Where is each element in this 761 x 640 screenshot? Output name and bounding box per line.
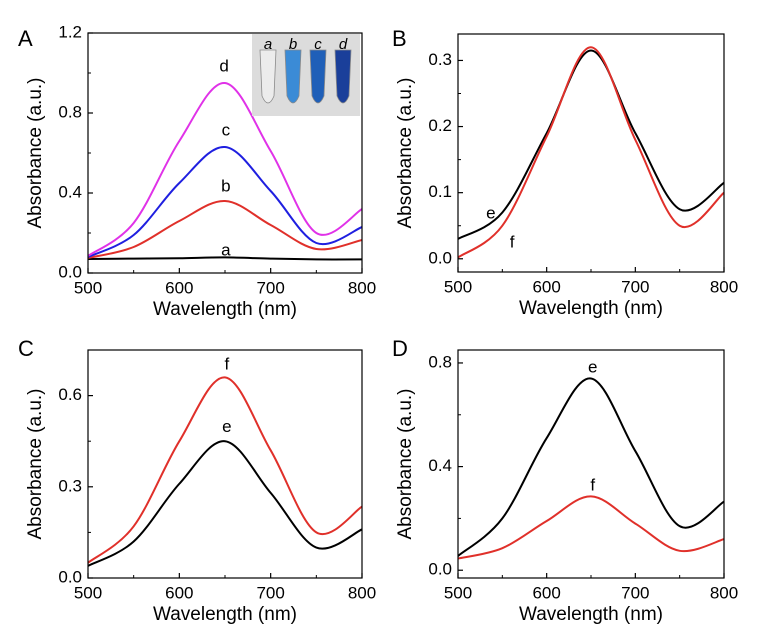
series-line-e <box>458 377 724 557</box>
series-line-b <box>88 199 362 259</box>
x-tick-label: 800 <box>710 277 738 296</box>
x-tick-label: 500 <box>444 277 472 296</box>
y-axis-label: Absorbance (a.u.) <box>395 388 416 539</box>
inset-tube-d <box>334 49 352 104</box>
x-tick-label: 800 <box>348 278 376 297</box>
y-axis-label: Absorbance (a.u.) <box>395 77 416 228</box>
x-tick-label: 700 <box>621 583 649 602</box>
x-axis-label: Wavelength (nm) <box>519 604 663 625</box>
y-tick-label: 0.0 <box>428 560 452 579</box>
inset-label-b: b <box>289 36 297 53</box>
panel-letter: B <box>392 26 407 51</box>
y-tick-label: 0.8 <box>58 102 82 121</box>
series-line-e <box>88 440 362 567</box>
x-axis-label: Wavelength (nm) <box>519 298 663 319</box>
curve-label-f: f <box>510 232 515 251</box>
panel-c: Ce f 500 600 700 800 0.0 0.3 0.6 Wavelength (nm) A… <box>18 336 376 625</box>
curve-label-a: a <box>221 240 231 259</box>
y-tick-label: 0.2 <box>428 116 452 135</box>
inset-tube-c <box>309 49 327 104</box>
series-line-c <box>88 145 362 258</box>
x-axis-label: Wavelength (nm) <box>153 299 297 320</box>
y-tick-label: 0.8 <box>428 352 452 371</box>
inset-label-d: d <box>339 36 348 53</box>
y-tick-label: 0.3 <box>428 50 452 69</box>
x-tick-label: 700 <box>256 278 284 297</box>
y-tick-label: 0.6 <box>58 385 82 404</box>
curve-label-e: e <box>588 358 597 377</box>
x-tick-label: 700 <box>256 583 284 602</box>
curve-label-f: f <box>224 355 229 374</box>
x-tick-label: 600 <box>532 583 560 602</box>
inset-tube-b <box>284 49 302 104</box>
x-tick-label: 600 <box>165 583 193 602</box>
series-line-f <box>458 495 724 560</box>
curve-label-e: e <box>222 417 231 436</box>
inset-label-c: c <box>314 36 322 53</box>
y-tick-label: 0.4 <box>58 182 82 201</box>
x-tick-label: 800 <box>348 583 376 602</box>
curve-label-e: e <box>486 203 495 222</box>
curve-label-d: d <box>219 56 228 75</box>
inset-label-a: a <box>264 36 272 53</box>
series-line-e <box>458 49 724 240</box>
panel-letter: C <box>18 336 34 361</box>
x-tick-label: 800 <box>710 583 738 602</box>
panel-b: Bef 500 600 700 800 0.0 0.1 0.2 0.3 Wavelength (n… <box>392 26 738 319</box>
y-axis-label: Absorbance (a.u.) <box>25 77 46 228</box>
y-tick-label: 0.0 <box>58 567 82 586</box>
x-tick-label: 600 <box>165 278 193 297</box>
series-line-a <box>88 256 362 261</box>
plot-frame <box>87 349 363 579</box>
y-tick-label: 0.4 <box>428 456 452 475</box>
y-axis-label: Absorbance (a.u.) <box>25 388 46 539</box>
plot-frame <box>457 349 725 579</box>
curve-label-f: f <box>590 476 595 495</box>
plot-frame <box>457 33 725 273</box>
y-tick-label: 0.1 <box>428 182 452 201</box>
curve-label-c: c <box>222 120 231 139</box>
x-tick-label: 700 <box>621 277 649 296</box>
inset-tube-a <box>259 49 277 104</box>
x-tick-label: 500 <box>444 583 472 602</box>
series-line-d <box>88 82 362 257</box>
y-tick-label: 0.0 <box>58 262 82 281</box>
x-axis-label: Wavelength (nm) <box>153 604 297 625</box>
panel-d: De f 500 600 700 800 0.0 0.4 0.8 Wavelength (nm) A… <box>392 336 738 625</box>
x-tick-label: 500 <box>74 278 102 297</box>
curve-label-b: b <box>221 176 230 195</box>
y-tick-label: 0.0 <box>428 248 452 267</box>
series-line-f <box>88 376 362 564</box>
y-tick-label: 1.2 <box>58 22 82 41</box>
x-tick-label: 600 <box>532 277 560 296</box>
panel-letter: D <box>392 336 408 361</box>
y-tick-label: 0.3 <box>58 476 82 495</box>
series-line-f <box>458 46 724 259</box>
panel-letter: A <box>18 26 33 51</box>
x-tick-label: 500 <box>74 583 102 602</box>
